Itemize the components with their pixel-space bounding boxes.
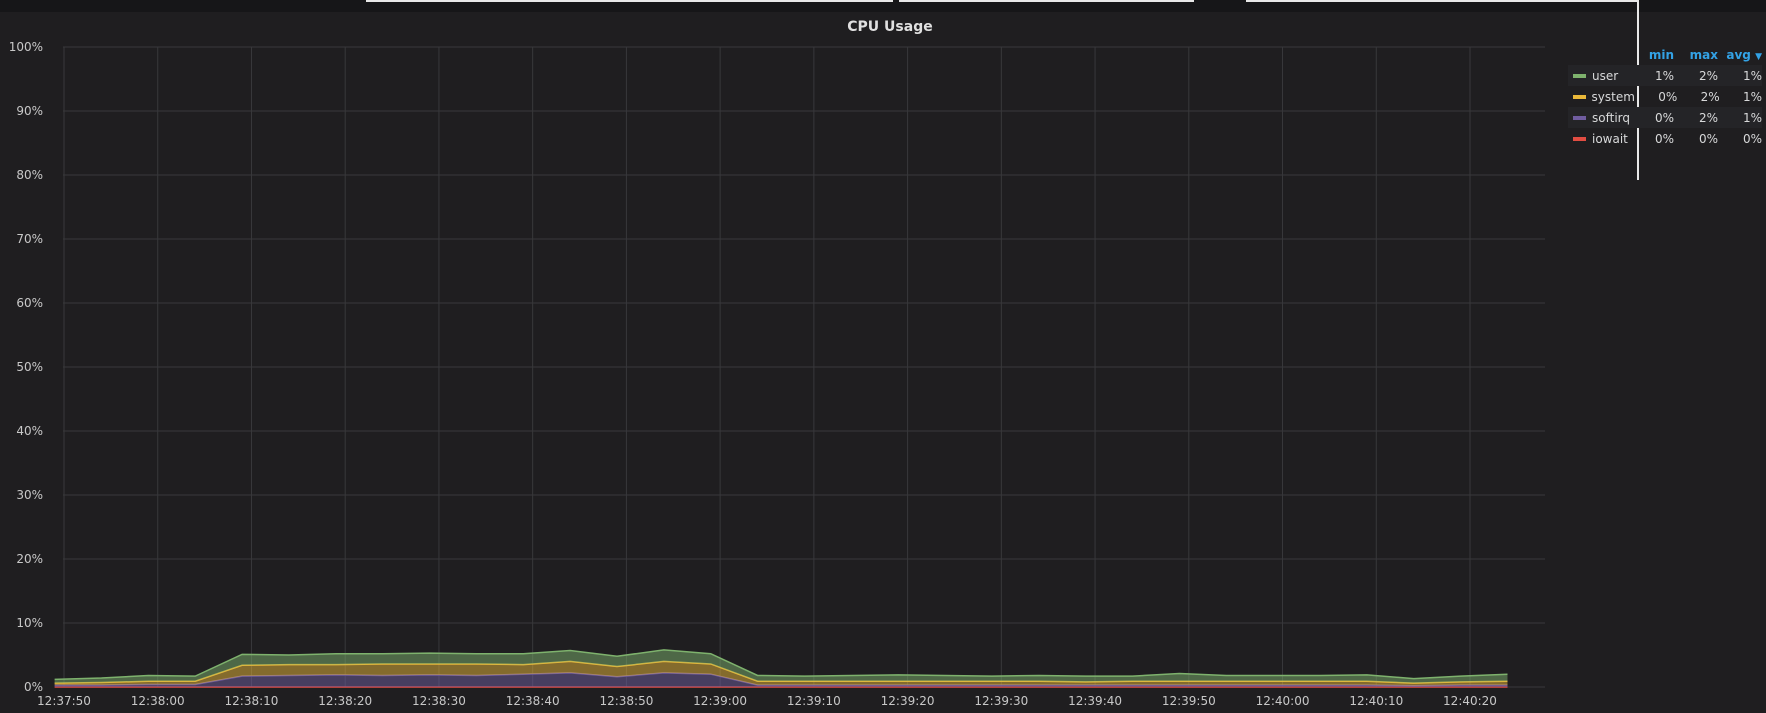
x-tick-label: 12:39:20 [881,694,935,708]
x-tick-label: 12:38:50 [599,694,653,708]
y-tick-label: 90% [16,104,43,118]
legend-max-value: 2% [1700,89,1720,104]
legend-min-value: 0% [1654,110,1674,125]
area-system [54,661,1508,686]
x-tick-label: 12:38:30 [412,694,466,708]
y-tick-label: 10% [16,616,43,630]
legend-avg-value: 0% [1742,131,1762,146]
legend-avg-value: 1% [1742,110,1762,125]
series-color-swatch[interactable] [1573,73,1586,78]
legend-avg-value: 1% [1742,68,1762,83]
legend-min-value: 1% [1654,68,1674,83]
y-tick-label: 40% [16,424,43,438]
x-tick-label: 12:38:10 [225,694,279,708]
legend-header: min max avg ▼ [1568,44,1762,65]
series-color-swatch[interactable] [1573,115,1586,120]
legend-series-name[interactable]: system [1591,89,1635,104]
y-tick-label: 0% [24,680,43,694]
legend-min-header[interactable]: min [1648,47,1674,62]
legend-avg-label: avg [1726,47,1751,62]
legend-series-name[interactable]: iowait [1592,131,1628,146]
y-tick-label: 80% [16,168,43,182]
legend-avg-header[interactable]: avg ▼ [1718,48,1762,62]
x-tick-label: 12:39:10 [787,694,841,708]
x-tick-label: 12:39:30 [974,694,1028,708]
legend: min max avg ▼ user 1% 2% 1% system 0% 2%… [1568,44,1762,149]
legend-series-name[interactable]: softirq [1592,110,1630,125]
x-tick-label: 12:40:10 [1349,694,1403,708]
x-tick-label: 12:38:00 [131,694,185,708]
legend-item-system[interactable]: system 0% 2% 1% [1568,86,1762,107]
area-softirq [54,672,1508,687]
legend-min-value: 0% [1658,89,1678,104]
y-tick-label: 60% [16,296,43,310]
row-divider [366,0,893,2]
legend-item-softirq[interactable]: softirq 0% 2% 1% [1568,107,1762,128]
series-color-swatch[interactable] [1573,94,1586,99]
x-tick-label: 12:38:40 [506,694,560,708]
legend-max-header[interactable]: max [1689,47,1718,62]
row-divider [1246,0,1639,2]
x-tick-label: 12:40:00 [1256,694,1310,708]
legend-item-iowait[interactable]: iowait 0% 0% 0% [1568,128,1762,149]
row-divider [899,0,1194,2]
y-tick-label: 50% [16,360,43,374]
legend-max-value: 2% [1698,110,1718,125]
x-tick-label: 12:38:20 [318,694,372,708]
y-tick-label: 20% [16,552,43,566]
x-tick-label: 12:39:00 [693,694,747,708]
legend-max-value: 2% [1698,68,1718,83]
x-tick-label: 12:40:20 [1443,694,1497,708]
series-color-swatch[interactable] [1573,136,1586,141]
y-tick-label: 100% [9,40,43,54]
x-tick-label: 12:39:50 [1162,694,1216,708]
legend-max-value: 0% [1698,131,1718,146]
legend-min-value: 0% [1654,131,1674,146]
legend-item-user[interactable]: user 1% 2% 1% [1568,65,1762,86]
x-tick-label: 12:39:40 [1068,694,1122,708]
x-tick-label: 12:37:50 [37,694,91,708]
y-tick-label: 30% [16,488,43,502]
line-user [54,649,1508,681]
legend-series-name[interactable]: user [1592,68,1619,83]
panel-title[interactable]: CPU Usage [847,19,933,35]
caret-down-icon: ▼ [1755,51,1762,62]
area-user [54,649,1508,684]
legend-avg-value: 1% [1742,89,1762,104]
top-bar [0,0,1766,12]
y-tick-label: 70% [16,232,43,246]
panel-resize-divider[interactable] [1637,0,1639,180]
